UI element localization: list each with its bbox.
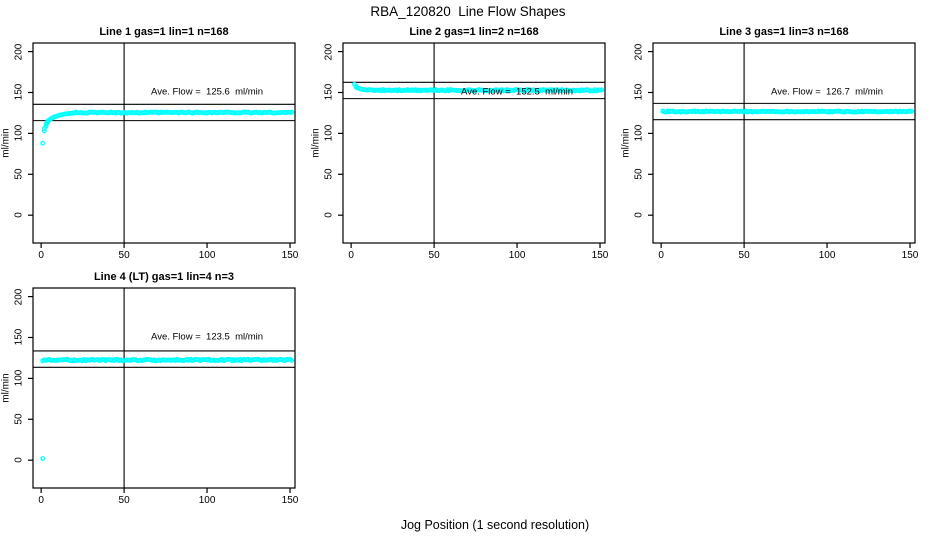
panel-title: Line 1 gas=1 lin=1 n=168 xyxy=(99,26,229,38)
data-point xyxy=(40,456,46,462)
y-axis-label: ml/min xyxy=(310,128,322,158)
x-tick-label: 150 xyxy=(281,250,299,261)
flow-annotation: Ave. Flow = 125.6 ml/min xyxy=(151,86,264,98)
x-tick-label: 50 xyxy=(738,250,750,261)
data-point xyxy=(599,87,605,93)
panel-plot-svg xyxy=(28,287,296,493)
y-axis-label: ml/min xyxy=(0,373,12,403)
y-tick-label: 200 xyxy=(323,43,335,60)
y-tick-label: 100 xyxy=(13,125,25,142)
panel-title: Line 2 gas=1 lin=2 n=168 xyxy=(409,26,539,38)
y-tick-label: 50 xyxy=(633,168,645,180)
data-point xyxy=(289,109,295,115)
x-tick-label: 150 xyxy=(281,495,299,506)
plot-box xyxy=(342,42,606,244)
flow-annotation: Ave. Flow = 152.5 ml/min xyxy=(461,86,574,98)
x-tick-label: 50 xyxy=(118,250,130,261)
panel-plot-svg xyxy=(648,42,916,248)
data-point xyxy=(909,108,915,114)
data-points-group xyxy=(40,356,295,462)
x-axis-label: Jog Position (1 second resolution) xyxy=(400,518,590,532)
x-tick-label: 150 xyxy=(901,250,919,261)
x-tick-label: 100 xyxy=(198,250,216,261)
x-tick-label: 100 xyxy=(198,495,216,506)
panel-title: Line 3 gas=1 lin=3 n=168 xyxy=(719,26,849,38)
plot-box xyxy=(32,42,296,244)
panel-plot-svg xyxy=(338,42,606,248)
y-tick-label: 200 xyxy=(13,288,25,305)
y-axis-label: ml/min xyxy=(620,128,632,158)
y-tick-label: 100 xyxy=(323,125,335,142)
y-tick-label: 150 xyxy=(323,84,335,101)
data-points-group xyxy=(660,108,915,115)
x-tick-label: 0 xyxy=(658,250,664,261)
y-tick-label: 0 xyxy=(633,212,645,218)
flow-annotation: Ave. Flow = 126.7 ml/min xyxy=(771,86,884,98)
plot-box xyxy=(652,42,916,244)
x-tick-label: 100 xyxy=(818,250,836,261)
y-tick-label: 200 xyxy=(633,43,645,60)
y-tick-label: 150 xyxy=(633,84,645,101)
x-tick-label: 50 xyxy=(428,250,440,261)
y-tick-label: 100 xyxy=(633,125,645,142)
y-tick-label: 50 xyxy=(13,413,25,425)
flow-annotation: Ave. Flow = 123.5 ml/min xyxy=(151,331,264,343)
y-tick-label: 150 xyxy=(13,84,25,101)
y-tick-label: 0 xyxy=(323,212,335,218)
y-tick-label: 100 xyxy=(13,370,25,387)
y-tick-label: 150 xyxy=(13,329,25,346)
x-tick-label: 100 xyxy=(508,250,526,261)
figure-title: RBA_120820 Line Flow Shapes xyxy=(370,4,566,19)
panel-title: Line 4 (LT) gas=1 lin=4 n=3 xyxy=(93,271,235,283)
data-points-group xyxy=(40,109,295,146)
data-point xyxy=(41,128,47,134)
plot-box xyxy=(32,287,296,489)
y-axis-label: ml/min xyxy=(0,128,12,158)
data-points-group xyxy=(351,81,605,94)
y-tick-label: 50 xyxy=(323,168,335,180)
y-tick-label: 200 xyxy=(13,43,25,60)
x-tick-label: 150 xyxy=(591,250,609,261)
x-tick-label: 0 xyxy=(38,250,44,261)
y-tick-label: 50 xyxy=(13,168,25,180)
data-point xyxy=(40,140,46,146)
x-tick-label: 0 xyxy=(348,250,354,261)
x-tick-label: 50 xyxy=(118,495,130,506)
panel-plot-svg xyxy=(28,42,296,248)
y-tick-label: 0 xyxy=(13,457,25,463)
data-point xyxy=(289,358,295,363)
x-tick-label: 0 xyxy=(38,495,44,506)
y-tick-label: 0 xyxy=(13,212,25,218)
data-point xyxy=(43,123,49,129)
